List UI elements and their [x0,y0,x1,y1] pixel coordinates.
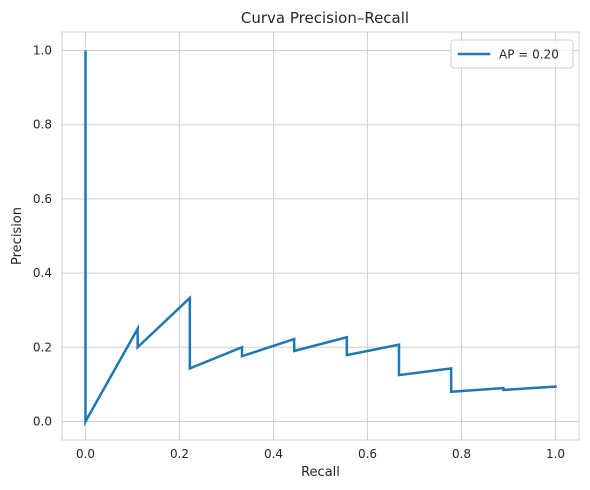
y-axis-label: Precision [10,207,25,265]
y-tick-label: 0.6 [33,192,52,206]
tick-labels: 0.0 0.2 0.4 0.6 0.8 1.0 0.0 0.2 0.4 0.6 0.8 1.0 [33,44,565,461]
x-tick-label: 0.6 [358,447,377,461]
legend: AP = 0.20 [450,39,574,69]
legend-box [450,39,574,69]
x-tick-label: 0.4 [264,447,283,461]
plot-border [61,31,580,441]
chart-title: Curva Precision–Recall [241,9,409,27]
x-tick-label: 1.0 [546,447,565,461]
x-tick-label: 0.8 [452,447,471,461]
series-layer [84,50,557,427]
y-tick-label: 1.0 [33,44,52,58]
y-tick-label: 0.8 [33,118,52,132]
x-axis-label: Recall [301,465,340,480]
grid [62,32,579,440]
legend-label: AP = 0.20 [499,48,559,62]
y-tick-label: 0.2 [33,340,52,354]
x-tick-label: 0.2 [170,447,189,461]
plot-frame [61,31,580,441]
y-tick-label: 0.0 [33,414,52,428]
x-tick-label: 0.0 [76,447,95,461]
pr-curve-line [84,50,557,427]
plot-background [62,32,579,440]
y-tick-label: 0.4 [33,266,52,280]
